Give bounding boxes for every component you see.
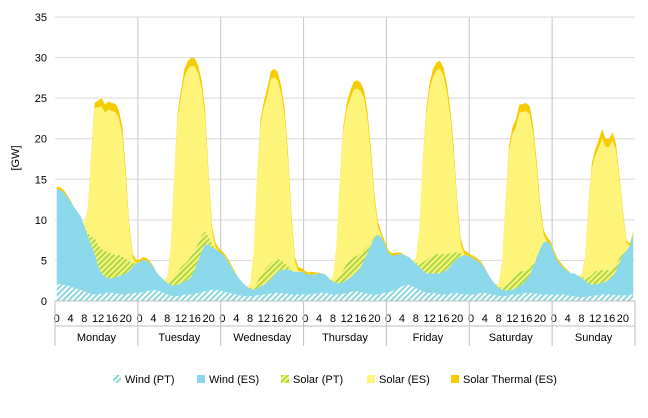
- x-hour-tick-label: 12: [341, 313, 353, 325]
- x-hour-tick-label: 0: [219, 313, 225, 325]
- x-hour-tick-label: 0: [551, 313, 557, 325]
- x-hour-tick-label: 8: [247, 313, 253, 325]
- x-hour-tick-label: 20: [617, 313, 629, 325]
- x-hour-tick-label: 4: [67, 313, 73, 325]
- x-hour-tick-label: 20: [368, 313, 380, 325]
- legend-label: Solar (PT): [293, 374, 343, 386]
- x-day-label: Wednesday: [233, 332, 291, 344]
- area-wind-es: [56, 189, 634, 297]
- y-axis-label: [GW]: [10, 145, 22, 170]
- x-hour-tick-label: 8: [496, 313, 502, 325]
- x-hour-tick-label: 20: [451, 313, 463, 325]
- x-hour-tick-label: 8: [164, 313, 170, 325]
- x-hour-tick-label: 8: [413, 313, 419, 325]
- x-hour-tick-label: 12: [589, 313, 601, 325]
- x-day-label: Sunday: [575, 332, 613, 344]
- legend-item: Solar (PT): [281, 374, 343, 386]
- x-hour-tick-label: 8: [578, 313, 584, 325]
- y-tick-label: 15: [35, 174, 47, 186]
- x-hour-tick-label: 4: [399, 313, 405, 325]
- x-hour-tick-label: 12: [92, 313, 104, 325]
- area-wind-pt: [56, 283, 634, 301]
- y-tick-label: 30: [35, 53, 47, 65]
- y-tick-label: 0: [41, 296, 47, 308]
- x-hour-tick-label: 20: [285, 313, 297, 325]
- y-tick-label: 25: [35, 93, 47, 105]
- area-solar-es: [56, 65, 634, 289]
- x-day-label: Thursday: [322, 332, 368, 344]
- x-day-label: Tuesday: [158, 332, 200, 344]
- x-hour-tick-label: 4: [233, 313, 239, 325]
- x-hour-tick-label: 12: [175, 313, 187, 325]
- legend-label: Wind (ES): [209, 374, 259, 386]
- legend-swatch: [113, 375, 121, 383]
- y-tick-label: 20: [35, 134, 47, 146]
- x-hour-tick-label: 4: [482, 313, 488, 325]
- legend-item: Wind (ES): [197, 374, 259, 386]
- area-solar-pt: [56, 189, 634, 291]
- y-tick-label: 35: [35, 12, 47, 24]
- x-hour-tick-label: 0: [385, 313, 391, 325]
- x-hour-tick-label: 16: [354, 313, 366, 325]
- legend-swatch: [367, 375, 375, 383]
- x-hour-tick-label: 16: [189, 313, 201, 325]
- x-day-label: Monday: [77, 332, 117, 344]
- x-hour-tick-label: 16: [272, 313, 284, 325]
- x-hour-tick-label: 0: [302, 313, 308, 325]
- x-hour-tick-label: 0: [137, 313, 143, 325]
- x-hour-tick-label: 20: [120, 313, 132, 325]
- x-hour-tick-label: 8: [81, 313, 87, 325]
- legend: Wind (PT) Wind (ES) Solar (PT) Solar (ES) So…: [113, 374, 557, 386]
- x-hour-tick-label: 0: [54, 313, 60, 325]
- y-tick-label: 5: [41, 255, 47, 267]
- x-hour-tick-label: 4: [565, 313, 571, 325]
- x-hour-tick-label: 4: [150, 313, 156, 325]
- x-day-label: Saturday: [489, 332, 534, 344]
- x-hour-tick-label: 16: [106, 313, 118, 325]
- legend-label: Solar Thermal (ES): [463, 374, 557, 386]
- legend-swatch: [197, 375, 205, 383]
- x-hour-tick-label: 12: [506, 313, 518, 325]
- x-hour-tick-label: 16: [603, 313, 615, 325]
- x-hour-tick-label: 4: [316, 313, 322, 325]
- legend-item: Wind (PT): [113, 374, 175, 386]
- x-hour-tick-label: 16: [520, 313, 532, 325]
- x-hour-tick-label: 20: [534, 313, 546, 325]
- y-tick-label: 10: [35, 215, 47, 227]
- x-hour-tick-label: 8: [330, 313, 336, 325]
- legend-item: Solar (ES): [367, 374, 430, 386]
- legend-swatch: [451, 375, 459, 383]
- legend-label: Wind (PT): [125, 374, 175, 386]
- legend-swatch: [281, 375, 289, 383]
- area-series-group: [56, 57, 634, 301]
- legend-label: Solar (ES): [379, 374, 430, 386]
- x-hour-tick-label: 20: [203, 313, 215, 325]
- x-hour-tick-label: 12: [423, 313, 435, 325]
- x-hour-tick-label: 12: [258, 313, 270, 325]
- x-hour-tick-label: 16: [437, 313, 449, 325]
- x-day-label: Friday: [413, 332, 444, 344]
- legend-item: Solar Thermal (ES): [451, 374, 557, 386]
- x-hour-tick-label: 0: [468, 313, 474, 325]
